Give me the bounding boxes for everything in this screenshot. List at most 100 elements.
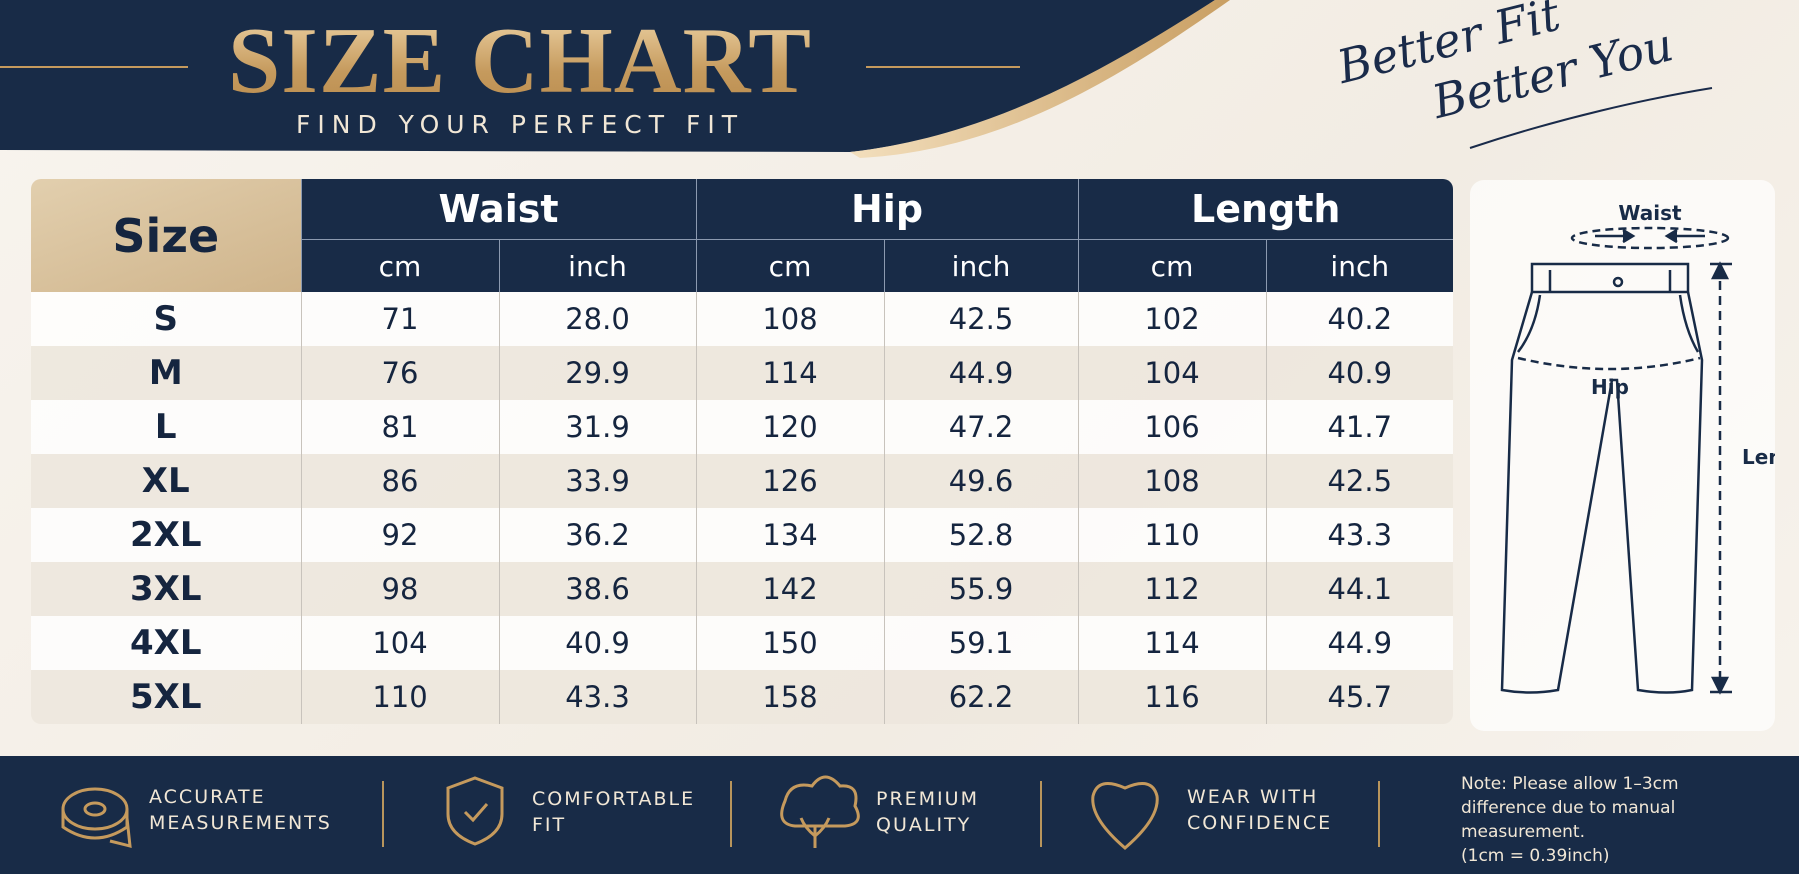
value-cell: 114 xyxy=(695,346,885,400)
note-line: Note: Please allow 1–3cm xyxy=(1461,774,1679,794)
size-cell: 2XL xyxy=(31,508,301,562)
diagram-label: Waist xyxy=(1618,201,1682,225)
value-cell: 104 xyxy=(1077,346,1267,400)
value-cell: 42.5 xyxy=(883,292,1079,346)
group-header: Length xyxy=(1077,179,1454,240)
feature-line: MEASUREMENTS xyxy=(149,812,332,834)
unit-header: cm xyxy=(300,239,499,292)
header-row: Size Waist Hip Length xyxy=(31,179,1454,292)
size-header: Size xyxy=(31,179,301,292)
size-cell: S xyxy=(31,292,301,346)
diagram-label: Length xyxy=(1742,445,1775,469)
footer-icons xyxy=(61,775,1159,850)
value-cell: 44.1 xyxy=(1265,562,1454,616)
feature-line: ACCURATE xyxy=(149,786,266,808)
value-cell: 33.9 xyxy=(498,454,697,508)
note-line: difference due to manual measurement. xyxy=(1461,798,1676,842)
value-cell: 42.5 xyxy=(1265,454,1454,508)
value-cell: 62.2 xyxy=(883,670,1079,724)
value-cell: 110 xyxy=(300,670,499,724)
size-cell: L xyxy=(31,400,301,454)
table-row: XL 86 33.9 126 49.6 108 42.5 xyxy=(31,454,1454,508)
unit-header: cm xyxy=(695,239,885,292)
table-row: 3XL 98 38.6 142 55.9 112 44.1 xyxy=(31,562,1454,616)
value-cell: 92 xyxy=(300,508,499,562)
value-cell: 52.8 xyxy=(883,508,1079,562)
feature-line: CONFIDENCE xyxy=(1187,812,1333,834)
size-cell: 4XL xyxy=(31,616,301,670)
value-cell: 40.9 xyxy=(1265,346,1454,400)
value-cell: 59.1 xyxy=(883,616,1079,670)
feature-text: COMFORTABLE FIT xyxy=(532,786,695,838)
value-cell: 55.9 xyxy=(883,562,1079,616)
value-cell: 43.3 xyxy=(1265,508,1454,562)
separator xyxy=(730,781,732,847)
value-cell: 98 xyxy=(300,562,499,616)
table-row: 2XL 92 36.2 134 52.8 110 43.3 xyxy=(31,508,1454,562)
unit-header: inch xyxy=(883,239,1079,292)
table-row: L 81 31.9 120 47.2 106 41.7 xyxy=(31,400,1454,454)
value-cell: 126 xyxy=(695,454,885,508)
value-cell: 28.0 xyxy=(498,292,697,346)
pants-diagram: Waist Hip Length xyxy=(1500,201,1799,695)
header-band xyxy=(0,0,1713,158)
size-cell: 3XL xyxy=(31,562,301,616)
feature-line: PREMIUM xyxy=(876,788,979,810)
feature-line: QUALITY xyxy=(876,814,972,836)
value-cell: 43.3 xyxy=(498,670,697,724)
value-cell: 102 xyxy=(1077,292,1267,346)
size-cell: XL xyxy=(31,454,301,508)
value-cell: 116 xyxy=(1077,670,1267,724)
size-cell: M xyxy=(31,346,301,400)
value-cell: 104 xyxy=(300,616,499,670)
footer: ACCURATE MEASUREMENTS COMFORTABLE FIT PREM… xyxy=(0,756,1799,874)
unit-row: cm inch cm inch cm inch xyxy=(31,239,1454,292)
value-cell: 76 xyxy=(300,346,499,400)
value-cell: 44.9 xyxy=(883,346,1079,400)
value-cell: 49.6 xyxy=(883,454,1079,508)
value-cell: 71 xyxy=(300,292,499,346)
value-cell: 31.9 xyxy=(498,400,697,454)
value-cell: 114 xyxy=(1077,616,1267,670)
feature-text: PREMIUM QUALITY xyxy=(876,786,979,838)
unit-header: inch xyxy=(1265,239,1454,292)
value-cell: 108 xyxy=(695,292,885,346)
value-cell: 110 xyxy=(1077,508,1267,562)
value-cell: 112 xyxy=(1077,562,1267,616)
value-cell: 44.9 xyxy=(1265,616,1454,670)
separator xyxy=(1378,781,1380,847)
feature-line: FIT xyxy=(532,814,567,836)
feature-line: WEAR WITH xyxy=(1187,786,1319,808)
feature-text: WEAR WITH CONFIDENCE xyxy=(1187,784,1332,836)
size-table: Size Waist Hip Length cm inch cm inch cm inch S 71 2… xyxy=(31,179,1454,724)
unit-header: inch xyxy=(498,239,697,292)
table-row: M 76 29.9 114 44.9 104 40.9 xyxy=(31,346,1454,400)
value-cell: 134 xyxy=(695,508,885,562)
separator xyxy=(382,781,384,847)
value-cell: 81 xyxy=(300,400,499,454)
value-cell: 38.6 xyxy=(498,562,697,616)
value-cell: 36.2 xyxy=(498,508,697,562)
table-row: S 71 28.0 108 42.5 102 40.2 xyxy=(31,292,1454,346)
value-cell: 120 xyxy=(695,400,885,454)
value-cell: 45.7 xyxy=(1265,670,1454,724)
value-cell: 40.2 xyxy=(1265,292,1454,346)
diagram-panel: Waist Hip Length xyxy=(1470,180,1799,731)
group-header: Waist xyxy=(300,179,697,240)
feature-line: COMFORTABLE xyxy=(532,788,696,810)
table-row: 5XL 110 43.3 158 62.2 116 45.7 xyxy=(31,670,1454,724)
value-cell: 108 xyxy=(1077,454,1267,508)
subtitle: FIND YOUR PERFECT FIT xyxy=(296,110,744,139)
value-cell: 41.7 xyxy=(1265,400,1454,454)
note: Note: Please allow 1–3cm difference due … xyxy=(1461,772,1799,868)
value-cell: 86 xyxy=(300,454,499,508)
feature-text: ACCURATE MEASUREMENTS xyxy=(149,784,332,836)
unit-header: cm xyxy=(1077,239,1267,292)
value-cell: 47.2 xyxy=(883,400,1079,454)
value-cell: 150 xyxy=(695,616,885,670)
diagram-label: Hip xyxy=(1591,375,1629,399)
size-cell: 5XL xyxy=(31,670,301,724)
value-cell: 142 xyxy=(695,562,885,616)
value-cell: 158 xyxy=(695,670,885,724)
